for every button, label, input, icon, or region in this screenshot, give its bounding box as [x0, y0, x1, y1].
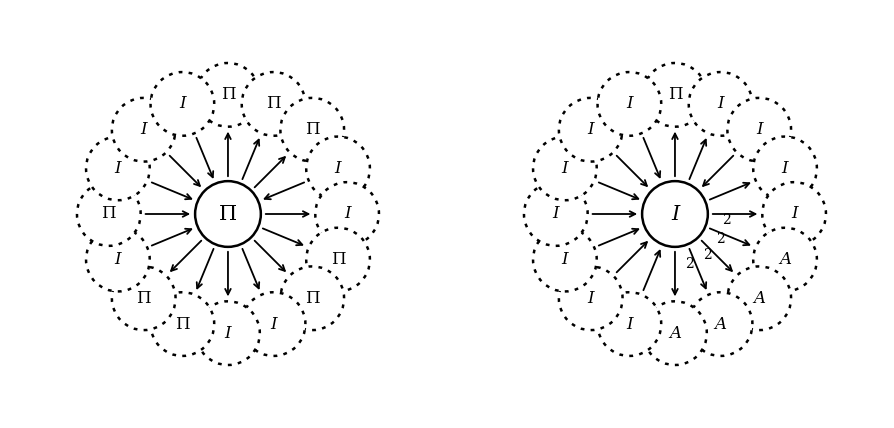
Text: I: I [587, 121, 594, 138]
Text: I: I [781, 160, 789, 177]
Circle shape [642, 181, 708, 247]
Circle shape [281, 266, 344, 330]
Text: I: I [561, 251, 569, 268]
Text: I: I [756, 121, 763, 138]
Text: I: I [626, 95, 633, 113]
Text: I: I [140, 121, 147, 138]
Circle shape [597, 72, 662, 136]
Circle shape [643, 301, 707, 365]
Circle shape [112, 266, 175, 330]
Circle shape [307, 228, 370, 291]
Circle shape [533, 137, 596, 200]
Circle shape [643, 63, 707, 127]
Circle shape [728, 98, 791, 162]
Text: I: I [344, 205, 350, 223]
Circle shape [763, 182, 826, 246]
Text: I: I [561, 160, 569, 177]
Circle shape [559, 98, 622, 162]
Text: I: I [334, 160, 342, 177]
Text: A: A [714, 315, 727, 333]
Circle shape [86, 137, 149, 200]
Text: Π: Π [137, 290, 151, 307]
Circle shape [307, 137, 370, 200]
Circle shape [196, 63, 260, 127]
Text: Π: Π [305, 121, 319, 138]
Circle shape [112, 98, 175, 162]
Text: A: A [669, 325, 681, 342]
Circle shape [281, 98, 344, 162]
Text: A: A [779, 251, 791, 268]
Circle shape [316, 182, 379, 246]
Text: Π: Π [668, 86, 682, 103]
Circle shape [77, 182, 140, 246]
Circle shape [196, 301, 260, 365]
Circle shape [597, 292, 662, 356]
Circle shape [195, 181, 261, 247]
Text: I: I [626, 315, 633, 333]
Text: I: I [587, 290, 594, 307]
Circle shape [86, 228, 149, 291]
Text: Π: Π [331, 251, 345, 268]
Circle shape [241, 292, 306, 356]
Text: I: I [552, 205, 559, 223]
Circle shape [524, 182, 587, 246]
Text: Π: Π [175, 315, 190, 333]
Circle shape [150, 292, 215, 356]
Text: I: I [179, 95, 186, 113]
Circle shape [241, 72, 306, 136]
Text: Π: Π [221, 86, 235, 103]
Text: I: I [791, 205, 797, 223]
Circle shape [754, 137, 817, 200]
Text: Π: Π [219, 205, 237, 223]
Text: 2: 2 [685, 257, 694, 271]
Text: Π: Π [266, 95, 281, 113]
Text: I: I [224, 325, 232, 342]
Text: Π: Π [305, 290, 319, 307]
Text: I: I [114, 160, 122, 177]
Text: I: I [670, 205, 679, 223]
Text: 2: 2 [703, 248, 712, 262]
Circle shape [688, 292, 753, 356]
Text: I: I [270, 315, 277, 333]
Circle shape [533, 228, 596, 291]
Text: A: A [754, 290, 765, 307]
Circle shape [150, 72, 215, 136]
Circle shape [728, 266, 791, 330]
Text: Π: Π [102, 205, 116, 223]
Circle shape [688, 72, 753, 136]
Text: I: I [114, 251, 122, 268]
Circle shape [754, 228, 817, 291]
Text: 2: 2 [716, 232, 725, 246]
Text: I: I [717, 95, 724, 113]
Circle shape [559, 266, 622, 330]
Text: 2: 2 [722, 213, 731, 227]
